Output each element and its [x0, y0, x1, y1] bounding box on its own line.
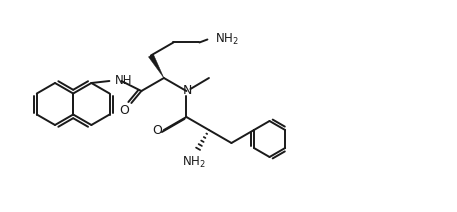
Text: NH: NH [115, 74, 133, 86]
Polygon shape [149, 54, 164, 78]
Text: NH$_2$: NH$_2$ [215, 32, 239, 47]
Text: O: O [152, 124, 162, 138]
Text: N: N [183, 85, 192, 98]
Text: NH$_2$: NH$_2$ [182, 155, 206, 170]
Text: O: O [119, 103, 129, 117]
